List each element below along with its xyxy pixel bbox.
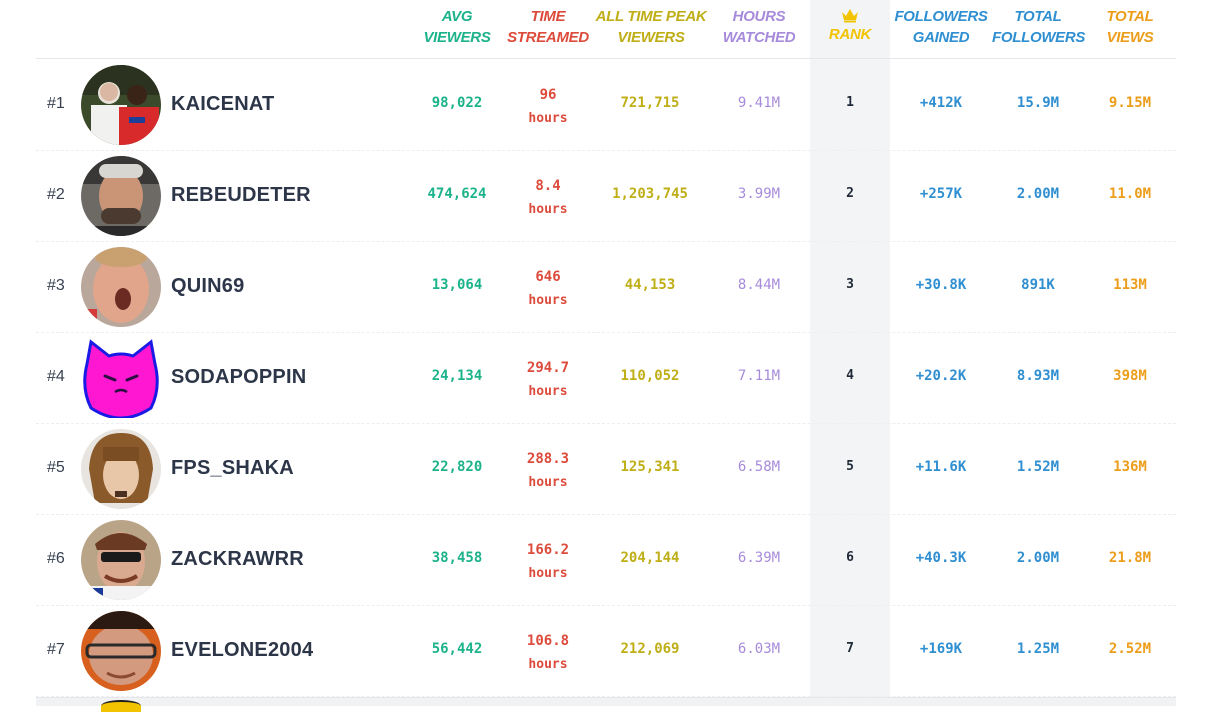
streamer-name[interactable]: FPS_SHAKA <box>171 457 294 479</box>
rank-value: 2 <box>846 186 854 201</box>
total-views-value: 398M <box>1113 368 1147 384</box>
table-row[interactable]: #3 QUIN69 13,064 646 hours 44,153 8.44M 3… <box>36 241 1176 333</box>
avg-viewers-value: 474,624 <box>427 186 487 202</box>
total-followers-value: 2.00M <box>1016 186 1060 202</box>
time-streamed-value: 166.2 hours <box>526 542 570 581</box>
total-followers-value: 8.93M <box>1016 368 1060 384</box>
streamer-name[interactable]: QUIN69 <box>171 275 245 297</box>
header-total-views[interactable]: TOTAL VIEWS <box>1106 8 1154 46</box>
streamer-name[interactable]: SODAPOPPIN <box>171 366 307 388</box>
total-followers-value: 1.25M <box>1016 641 1060 657</box>
avatar[interactable] <box>81 338 161 418</box>
followers-gained-value: +40.3K <box>915 550 967 566</box>
time-streamed-value: 106.8 hours <box>526 633 570 672</box>
row-position: #2 <box>47 186 65 203</box>
followers-gained-value: +20.2K <box>915 368 967 384</box>
header-total-followers[interactable]: TOTAL FOLLOWERS <box>992 8 1086 46</box>
total-views-value: 11.0M <box>1108 186 1152 202</box>
peak-viewers-value: 212,069 <box>620 641 680 657</box>
total-views-value: 2.52M <box>1108 641 1152 657</box>
hours-watched-value: 6.58M <box>737 459 781 475</box>
total-views-value: 113M <box>1113 277 1147 293</box>
hours-watched-value: 9.41M <box>737 95 781 111</box>
streamer-name[interactable]: KAICENAT <box>171 93 275 115</box>
rank-value: 1 <box>846 95 854 110</box>
table-row[interactable]: #4 SODAPOPPIN 24,134 294.7 hours 110,052 … <box>36 332 1176 424</box>
crown-icon <box>842 9 858 23</box>
row-position: #1 <box>47 95 65 112</box>
avatar[interactable] <box>81 65 161 145</box>
row-position: #6 <box>47 550 65 567</box>
rank-value: 3 <box>846 277 854 292</box>
hours-watched-value: 6.03M <box>737 641 781 657</box>
rank-value: 4 <box>846 368 854 383</box>
peak-viewers-value: 44,153 <box>624 277 676 293</box>
time-streamed-value: 294.7 hours <box>526 360 570 399</box>
table-header: AVG VIEWERS TIME STREAMED ALL TIME PEAK … <box>36 0 1176 59</box>
header-avg-viewers[interactable]: AVG VIEWERS <box>423 8 491 46</box>
hours-watched-value: 7.11M <box>737 368 781 384</box>
peak-viewers-value: 204,144 <box>620 550 680 566</box>
rank-value: 7 <box>846 641 854 656</box>
followers-gained-value: +30.8K <box>915 277 967 293</box>
avatar <box>101 700 141 712</box>
avatar[interactable] <box>81 429 161 509</box>
hours-watched-value: 8.44M <box>737 277 781 293</box>
table-row[interactable]: #1 KAICENAT 98,022 96 hours 721,715 9.41M… <box>36 59 1176 151</box>
avg-viewers-value: 22,820 <box>431 459 483 475</box>
streamer-name[interactable]: REBEUDETER <box>171 184 311 206</box>
row-position: #3 <box>47 277 65 294</box>
total-followers-value: 891K <box>1021 277 1055 293</box>
followers-gained-value: +412K <box>919 95 963 111</box>
avg-viewers-value: 98,022 <box>431 95 483 111</box>
hours-watched-value: 3.99M <box>737 186 781 202</box>
rank-column-highlight <box>810 0 890 697</box>
time-streamed-value: 96 hours <box>528 87 568 126</box>
peak-viewers-value: 1,203,745 <box>612 186 688 202</box>
total-views-value: 136M <box>1113 459 1147 475</box>
total-views-value: 21.8M <box>1108 550 1152 566</box>
time-streamed-value: 646 hours <box>528 269 568 308</box>
header-time-streamed[interactable]: TIME STREAMED <box>507 8 589 46</box>
table-row[interactable]: #7 EVELONE2004 56,442 106.8 hours 212,069… <box>36 605 1176 697</box>
streamer-name[interactable]: EVELONE2004 <box>171 639 314 661</box>
header-hours-watched[interactable]: HOURS WATCHED <box>722 8 796 46</box>
header-followers-gained[interactable]: FOLLOWERS GAINED <box>894 8 988 46</box>
avg-viewers-value: 24,134 <box>431 368 483 384</box>
followers-gained-value: +11.6K <box>915 459 967 475</box>
table-row[interactable]: #2 REBEUDETER 474,624 8.4 hours 1,203,745… <box>36 150 1176 242</box>
table-row-partial <box>36 697 1176 706</box>
table-row[interactable]: #6 ZACKRAWRR 38,458 166.2 hours 204,144 6… <box>36 514 1176 606</box>
header-rank[interactable]: RANK <box>810 4 890 45</box>
avg-viewers-value: 56,442 <box>431 641 483 657</box>
row-position: #7 <box>47 641 65 658</box>
streamer-name[interactable]: ZACKRAWRR <box>171 548 304 570</box>
header-peak-viewers[interactable]: ALL TIME PEAK VIEWERS <box>595 8 707 46</box>
peak-viewers-value: 721,715 <box>620 95 680 111</box>
avg-viewers-value: 13,064 <box>431 277 483 293</box>
avatar[interactable] <box>81 247 161 327</box>
time-streamed-value: 288.3 hours <box>526 451 570 490</box>
total-views-value: 9.15M <box>1108 95 1152 111</box>
leaderboard-table: AVG VIEWERS TIME STREAMED ALL TIME PEAK … <box>36 0 1176 697</box>
followers-gained-value: +257K <box>919 186 963 202</box>
total-followers-value: 2.00M <box>1016 550 1060 566</box>
rank-value: 5 <box>846 459 854 474</box>
hours-watched-value: 6.39M <box>737 550 781 566</box>
followers-gained-value: +169K <box>919 641 963 657</box>
avatar[interactable] <box>81 520 161 600</box>
peak-viewers-value: 125,341 <box>620 459 680 475</box>
peak-viewers-value: 110,052 <box>620 368 680 384</box>
rank-value: 6 <box>846 550 854 565</box>
time-streamed-value: 8.4 hours <box>528 178 568 217</box>
row-position: #4 <box>47 368 65 385</box>
avatar[interactable] <box>81 611 161 691</box>
total-followers-value: 1.52M <box>1016 459 1060 475</box>
table-row[interactable]: #5 FPS_SHAKA 22,820 288.3 hours 125,341 6… <box>36 423 1176 515</box>
row-position: #5 <box>47 459 65 476</box>
avatar[interactable] <box>81 156 161 236</box>
avg-viewers-value: 38,458 <box>431 550 483 566</box>
total-followers-value: 15.9M <box>1016 95 1060 111</box>
